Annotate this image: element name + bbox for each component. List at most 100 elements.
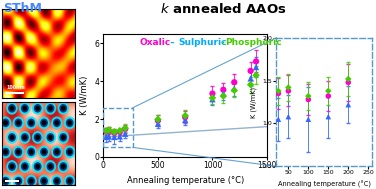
Point <box>182 119 188 122</box>
Point <box>231 87 237 90</box>
Point <box>209 98 215 101</box>
Circle shape <box>41 148 47 156</box>
Circle shape <box>67 119 73 126</box>
Circle shape <box>36 165 39 168</box>
Circle shape <box>60 105 67 112</box>
Circle shape <box>15 177 21 185</box>
Circle shape <box>2 119 9 126</box>
Circle shape <box>2 177 9 185</box>
Circle shape <box>7 132 17 143</box>
Point <box>117 135 123 138</box>
Circle shape <box>28 177 35 185</box>
Circle shape <box>10 106 14 110</box>
Circle shape <box>42 179 46 183</box>
Point <box>103 136 109 139</box>
Circle shape <box>21 134 28 141</box>
Circle shape <box>49 106 52 110</box>
Point <box>117 130 123 133</box>
Point <box>325 115 331 118</box>
Text: –: – <box>167 38 178 47</box>
Circle shape <box>55 150 59 154</box>
Circle shape <box>21 105 28 112</box>
Circle shape <box>17 150 20 154</box>
Point <box>231 81 237 84</box>
Point <box>305 118 311 121</box>
Point <box>305 98 311 101</box>
Circle shape <box>23 165 26 168</box>
Point <box>247 77 253 80</box>
Point <box>275 118 281 121</box>
Circle shape <box>0 175 11 187</box>
Point <box>103 129 109 132</box>
Circle shape <box>33 161 42 172</box>
Point <box>247 83 253 86</box>
Circle shape <box>20 132 30 143</box>
Point <box>275 92 281 95</box>
Circle shape <box>33 132 42 143</box>
Circle shape <box>42 121 46 125</box>
Text: 100nm: 100nm <box>6 85 25 90</box>
Point <box>285 89 291 92</box>
Point <box>285 86 291 89</box>
Circle shape <box>49 136 52 139</box>
Circle shape <box>36 106 39 110</box>
Circle shape <box>20 103 30 114</box>
Point <box>253 74 259 77</box>
Point <box>111 136 117 139</box>
Point <box>111 131 117 134</box>
Circle shape <box>2 148 9 156</box>
Point <box>220 94 226 98</box>
Circle shape <box>68 150 71 154</box>
Circle shape <box>13 175 23 187</box>
Circle shape <box>28 148 35 156</box>
Point <box>305 94 311 98</box>
Circle shape <box>60 134 67 141</box>
Circle shape <box>41 177 47 185</box>
Circle shape <box>62 136 65 139</box>
Point <box>122 127 128 130</box>
Y-axis label: K (W/mK): K (W/mK) <box>80 76 89 115</box>
Circle shape <box>33 103 42 114</box>
Circle shape <box>42 150 46 154</box>
Circle shape <box>67 177 73 185</box>
Circle shape <box>39 146 49 158</box>
Circle shape <box>41 119 47 126</box>
Circle shape <box>26 146 36 158</box>
Circle shape <box>15 119 21 126</box>
Point <box>155 118 161 121</box>
Point <box>122 132 128 135</box>
Point <box>220 88 226 91</box>
Circle shape <box>4 150 7 154</box>
Point <box>285 115 291 118</box>
Circle shape <box>21 163 28 170</box>
Circle shape <box>62 106 65 110</box>
Point <box>253 66 259 69</box>
Circle shape <box>7 103 17 114</box>
Circle shape <box>65 175 75 187</box>
Circle shape <box>0 146 11 158</box>
Circle shape <box>13 117 23 129</box>
Point <box>182 116 188 119</box>
Text: -: - <box>218 38 228 47</box>
Point <box>106 135 112 138</box>
Circle shape <box>47 105 54 112</box>
Point <box>253 60 259 63</box>
Circle shape <box>9 134 15 141</box>
Point <box>325 89 331 92</box>
Circle shape <box>20 161 30 172</box>
Circle shape <box>54 148 60 156</box>
Point <box>122 127 128 130</box>
Circle shape <box>23 106 26 110</box>
Circle shape <box>28 119 35 126</box>
Circle shape <box>23 136 26 139</box>
Text: Phosphoric: Phosphoric <box>226 38 282 47</box>
Circle shape <box>35 134 41 141</box>
Circle shape <box>13 146 23 158</box>
Circle shape <box>35 105 41 112</box>
Point <box>106 129 112 132</box>
Point <box>325 94 331 98</box>
Circle shape <box>17 121 20 125</box>
Circle shape <box>52 117 62 129</box>
Circle shape <box>39 117 49 129</box>
Point <box>182 114 188 117</box>
